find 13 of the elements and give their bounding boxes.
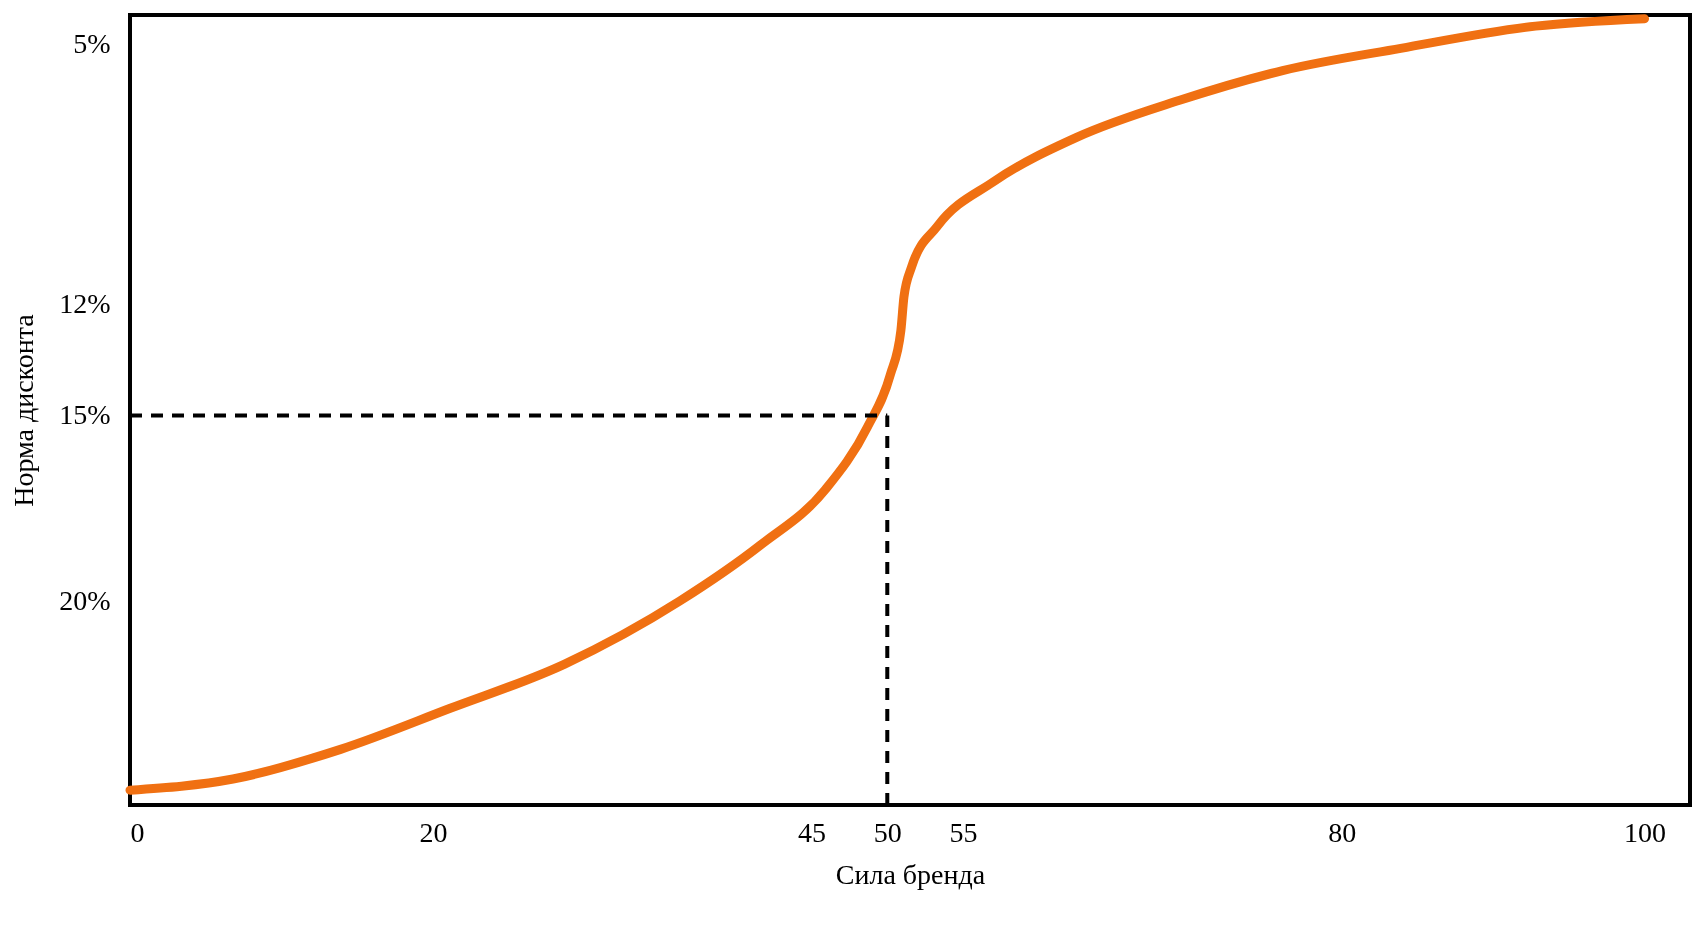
x-axis-title: Сила бренда [835, 858, 986, 890]
x-tick-label: 50 [873, 816, 902, 848]
x-tick-label: 20 [419, 816, 448, 848]
y-tick-label: 15% [59, 399, 111, 431]
y-tick-label: 12% [59, 287, 111, 319]
x-tick-label: 0 [130, 816, 145, 848]
y-tick-label: 20% [59, 584, 111, 616]
x-tick-label: 80 [1328, 816, 1357, 848]
x-tick-label: 55 [949, 816, 978, 848]
y-tick-label: 5% [73, 28, 111, 60]
y-axis-title: Норма дисконта [8, 313, 40, 507]
x-tick-label: 45 [798, 816, 827, 848]
x-tick-label: 100 [1624, 816, 1667, 848]
